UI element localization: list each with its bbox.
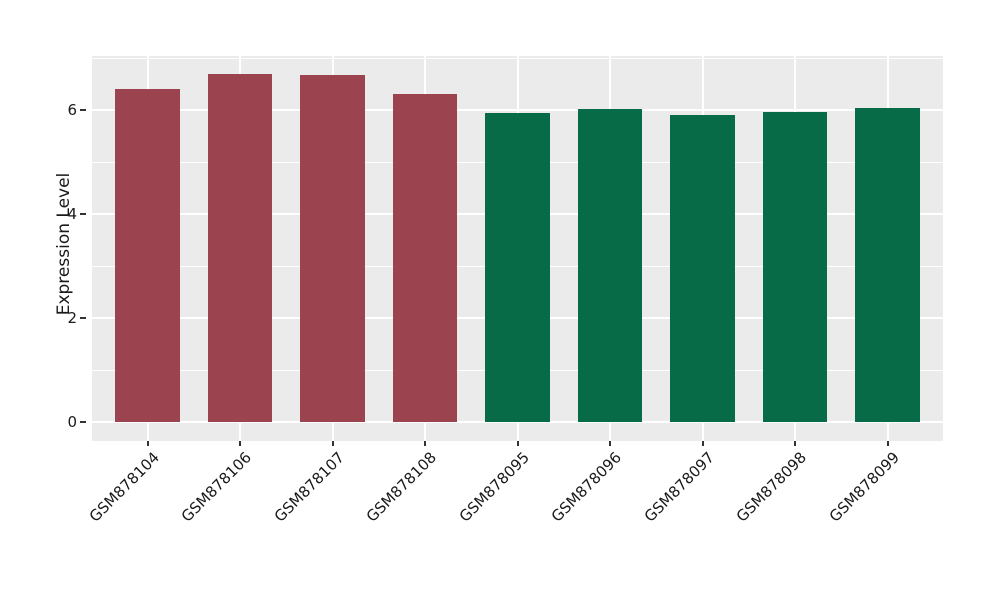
bar-GSM878107: [300, 74, 365, 422]
y-major-gridline: [92, 109, 943, 111]
bar-GSM878095: [485, 112, 550, 422]
y-tick-label: 2: [67, 309, 77, 327]
x-axis-tick: [424, 441, 426, 446]
y-axis-title: Expression Level: [54, 172, 74, 316]
x-axis-tick: [516, 441, 519, 446]
x-tick-label: GSM878098: [732, 448, 811, 526]
y-tick-label: 4: [67, 205, 77, 223]
x-tick-label: GSM878106: [177, 448, 256, 526]
x-axis-tick: [146, 441, 149, 446]
bar-GSM878098: [762, 111, 828, 422]
x-tick-label: GSM878104: [85, 448, 163, 526]
y-axis-tick: [80, 317, 86, 319]
bar-GSM878096: [577, 109, 643, 422]
x-tick-label: GSM878108: [362, 448, 441, 526]
x-tick-label: GSM878096: [547, 448, 626, 526]
x-axis-tick: [794, 441, 796, 446]
expression-level-bar-chart: Expression Level 0 2 4 6 GSM878104 GSM878106 G…: [54, 56, 943, 526]
y-major-gridline: [92, 421, 943, 423]
x-axis-tick: [701, 441, 704, 446]
x-axis-tick: [331, 441, 334, 446]
bar-GSM878104: [115, 89, 180, 422]
y-axis-tick: [80, 213, 86, 215]
y-minor-gridline: [92, 57, 943, 59]
y-axis-tick: [80, 109, 86, 111]
bar-GSM878097: [670, 114, 735, 422]
bar-GSM878108: [392, 94, 458, 422]
y-tick-label: 0: [67, 413, 77, 431]
y-tick-label: 6: [67, 101, 77, 119]
bar-GSM878106: [207, 73, 273, 422]
x-axis-tick: [609, 441, 611, 446]
bar-GSM878099: [855, 108, 920, 422]
x-axis-tick: [239, 441, 241, 446]
y-axis-tick: [80, 421, 86, 423]
x-axis-tick: [886, 441, 889, 446]
